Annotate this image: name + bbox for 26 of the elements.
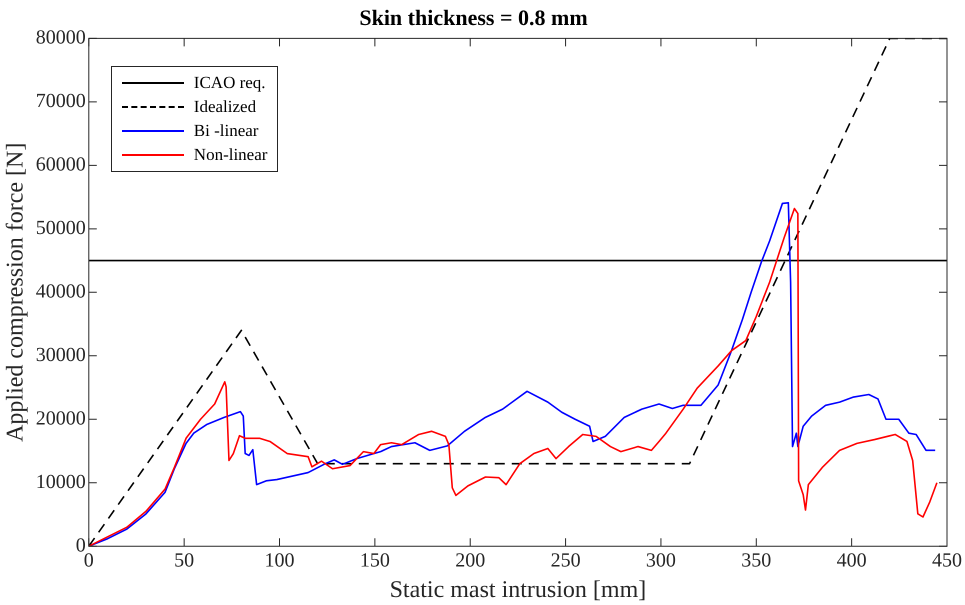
x-tick-label: 200 [455, 549, 486, 572]
legend-label: Bi -linear [194, 121, 258, 142]
legend-label: Non-linear [194, 145, 268, 166]
y-tick-label: 80000 [36, 26, 86, 49]
legend-label: Idealized [194, 97, 256, 118]
x-tick-label: 250 [550, 549, 581, 572]
y-axis-title: Applied compression force [N] [2, 142, 29, 442]
x-tick-label: 400 [836, 549, 867, 572]
y-tick-label: 70000 [36, 90, 86, 112]
x-axis-title: Static mast intrusion [mm] [390, 576, 646, 603]
line-series [88, 38, 947, 546]
legend-label: ICAO req. [194, 73, 266, 94]
x-tick-label: 300 [646, 549, 676, 572]
y-tick-label: 60000 [36, 154, 86, 176]
y-tick-label: 50000 [36, 217, 86, 240]
y-tick-label: 0 [76, 534, 86, 556]
chart-title: Skin thickness = 0.8 mm [359, 4, 588, 30]
y-tick-label: 30000 [36, 344, 86, 366]
x-tick-label: 50 [174, 549, 194, 572]
y-tick-label: 20000 [36, 408, 86, 430]
x-tick-label: 150 [360, 549, 390, 572]
y-tick-label: 40000 [36, 280, 86, 303]
x-tick-label: 350 [741, 549, 772, 572]
y-tick-label: 10000 [36, 470, 86, 493]
x-tick-label: 100 [264, 549, 295, 572]
x-tick-label: 450 [932, 549, 962, 572]
